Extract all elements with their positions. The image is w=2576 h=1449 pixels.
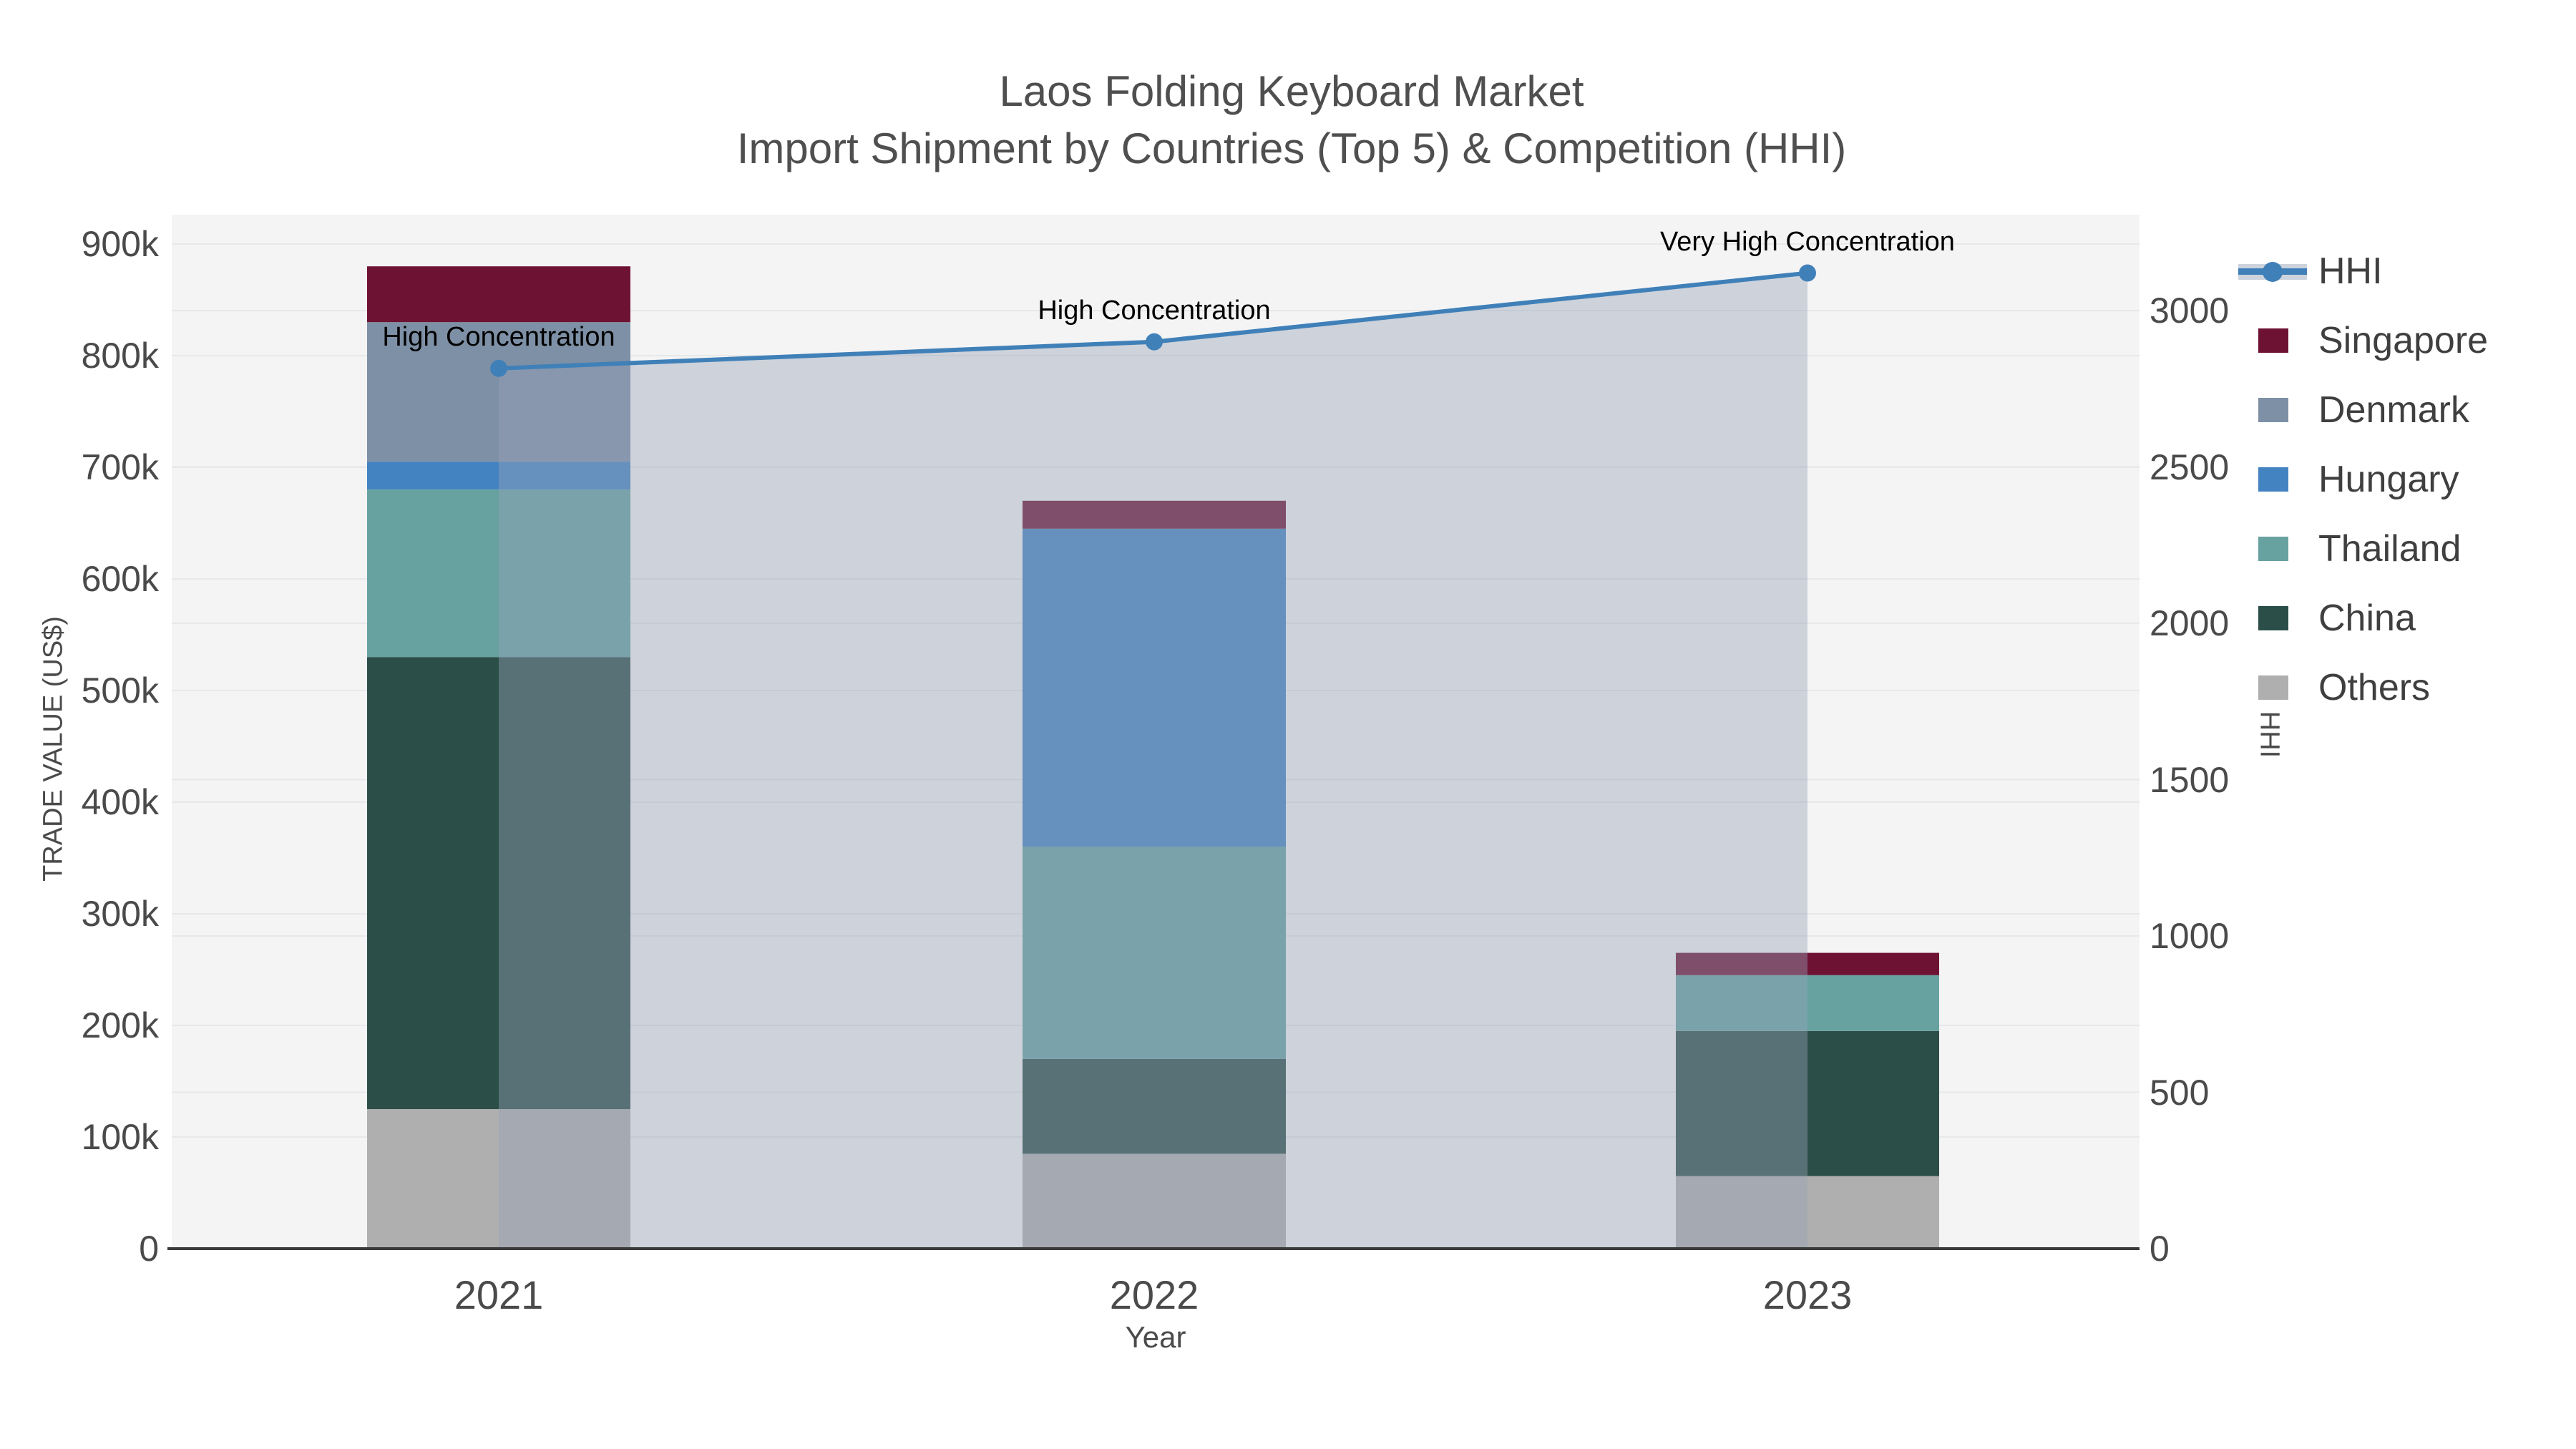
x-tick-label: 2022	[1109, 1272, 1199, 1317]
legend-item-thailand[interactable]: Thailand	[2238, 514, 2488, 583]
legend-item-others[interactable]: Others	[2238, 653, 2488, 722]
hhi-line-icon	[2238, 259, 2307, 283]
hhi-marker-2021[interactable]	[490, 359, 507, 377]
legend-label: China	[2318, 597, 2416, 639]
y-right-tick-label: 500	[2150, 1072, 2210, 1113]
y-left-tick-label: 300k	[81, 894, 159, 934]
hhi-annotation-2021: High Concentration	[382, 321, 615, 352]
bar-segment-hungary-2022[interactable]	[1023, 528, 1286, 847]
bar-segment-denmark-2021[interactable]	[367, 322, 630, 462]
bar-segment-others-2021[interactable]	[367, 1109, 630, 1249]
y-left-tick-label: 400k	[81, 782, 159, 822]
y-left-tick-label: 0	[139, 1229, 159, 1269]
y-right-tick-label: 1500	[2150, 759, 2230, 800]
legend: HHI Singapore Denmark Hungary Thailand China O…	[2238, 236, 2488, 722]
legend-swatch-thailand	[2258, 536, 2288, 561]
legend-label: Singapore	[2318, 319, 2489, 361]
hhi-area-fill	[499, 273, 1807, 1249]
legend-swatch-others	[2258, 675, 2288, 700]
y-right-tick-label: 2000	[2150, 603, 2230, 643]
bar-segment-hungary-2021[interactable]	[367, 462, 630, 490]
chart-subtitle: Import Shipment by Countries (Top 5) & C…	[736, 125, 1847, 172]
y-right-tick-label: 2500	[2150, 447, 2230, 487]
bar-segment-china-2021[interactable]	[367, 657, 630, 1109]
legend-label: Hungary	[2318, 458, 2459, 500]
legend-item-singapore[interactable]: Singapore	[2238, 306, 2488, 375]
y-left-tick-label: 800k	[81, 336, 159, 376]
legend-item-china[interactable]: China	[2238, 583, 2488, 653]
chart-title: Laos Folding Keyboard Market	[999, 67, 1584, 115]
y-left-tick-label: 500k	[81, 670, 159, 711]
chart-title-block: Laos Folding Keyboard Market Import Ship…	[0, 63, 2576, 177]
bar-segment-thailand-2021[interactable]	[367, 489, 630, 658]
y-right-tick-label: 1000	[2150, 916, 2230, 956]
legend-label: Denmark	[2318, 389, 2469, 431]
hhi-marker-2023[interactable]	[1799, 264, 1816, 282]
bar-segment-thailand-2022[interactable]	[1023, 847, 1286, 1059]
bar-segment-thailand-2023[interactable]	[1676, 975, 1939, 1031]
x-tick-label: 2023	[1762, 1272, 1853, 1317]
y-left-tick-label: 200k	[81, 1005, 159, 1045]
y-right-tick-label: 0	[2150, 1229, 2170, 1269]
x-tick-label: 2021	[454, 1272, 544, 1317]
bar-segment-singapore-2022[interactable]	[1023, 500, 1286, 529]
hhi-annotation-2023: Very High Concentration	[1660, 226, 1955, 257]
bar-segment-china-2022[interactable]	[1023, 1058, 1286, 1154]
legend-label: Others	[2318, 666, 2431, 708]
bar-segment-singapore-2021[interactable]	[367, 266, 630, 323]
legend-swatch-china	[2258, 605, 2288, 630]
legend-swatch-singapore	[2258, 328, 2288, 353]
y-left-tick-label: 900k	[81, 224, 159, 264]
bar-segment-others-2023[interactable]	[1676, 1176, 1939, 1249]
bar-segment-china-2023[interactable]	[1676, 1030, 1939, 1176]
legend-swatch-hungary	[2258, 467, 2288, 492]
x-axis-title: Year	[1125, 1320, 1186, 1354]
legend-label: HHI	[2318, 250, 2383, 292]
legend-item-hhi[interactable]: HHI	[2238, 236, 2488, 306]
bar-segment-singapore-2023[interactable]	[1676, 952, 1939, 975]
legend-item-denmark[interactable]: Denmark	[2238, 375, 2488, 444]
legend-label: Thailand	[2318, 527, 2462, 570]
y-right-tick-label: 3000	[2150, 291, 2230, 331]
hhi-annotation-2022: High Concentration	[1038, 295, 1271, 326]
legend-swatch-denmark	[2258, 397, 2288, 422]
y-left-tick-label: 100k	[81, 1117, 159, 1157]
hhi-marker-2022[interactable]	[1146, 333, 1163, 351]
y-left-tick-label: 600k	[81, 559, 159, 599]
legend-item-hungary[interactable]: Hungary	[2238, 444, 2488, 514]
bar-segment-others-2022[interactable]	[1023, 1153, 1286, 1249]
y-left-tick-label: 700k	[81, 447, 159, 487]
y-axis-title-left: TRADE VALUE (US$)	[38, 616, 69, 882]
